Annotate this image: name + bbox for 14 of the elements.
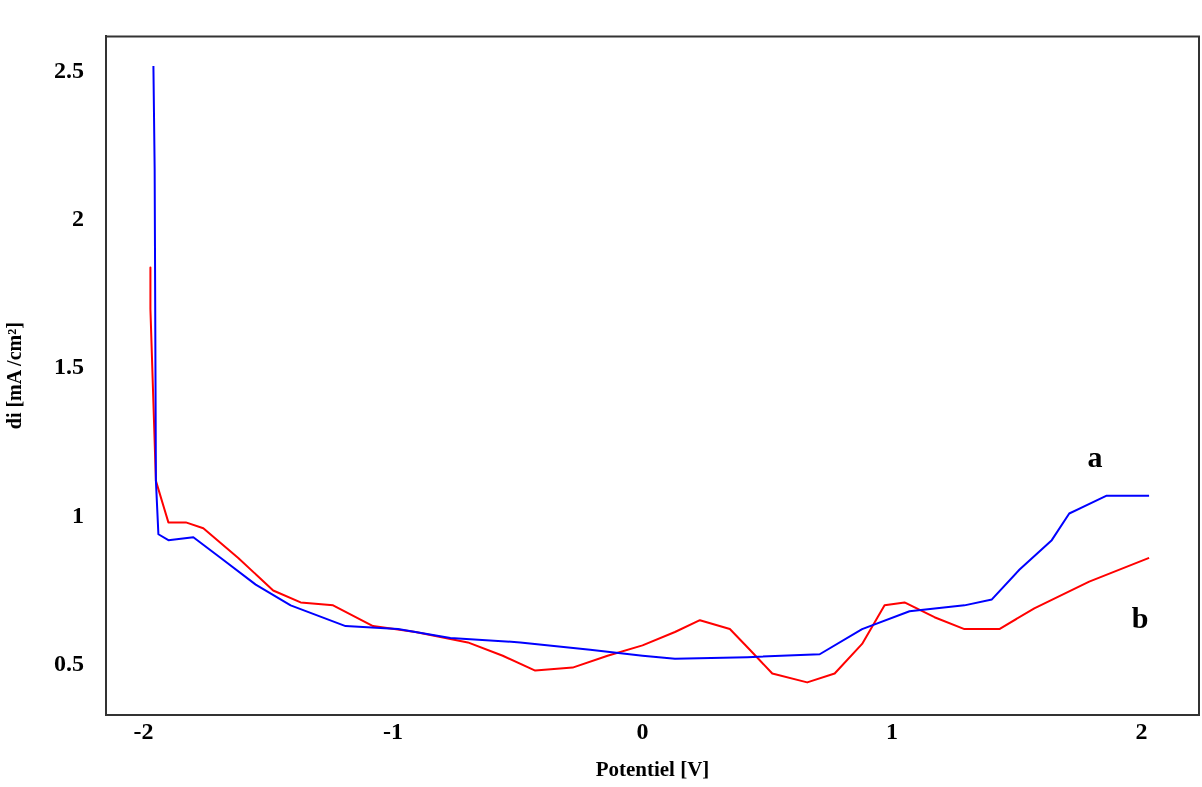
x-tick-label: -2: [133, 717, 154, 744]
x-tick-label: 1: [886, 717, 899, 744]
y-tick-label: 2.5: [54, 57, 84, 84]
x-tick-label: 0: [636, 717, 649, 744]
y-axis-title: di [mA /cm²]: [3, 322, 26, 430]
x-tick-label: -1: [382, 717, 403, 744]
x-tick-label: 2: [1135, 717, 1148, 744]
y-tick-label: 0.5: [54, 649, 84, 676]
y-tick-label: 2: [72, 205, 84, 232]
y-tick-label: 1: [72, 501, 84, 528]
y-tick-label: 1.5: [54, 353, 84, 380]
series-label: b: [1131, 600, 1149, 634]
x-axis-title: Potentiel [V]: [595, 756, 710, 781]
series-label: a: [1087, 440, 1103, 474]
